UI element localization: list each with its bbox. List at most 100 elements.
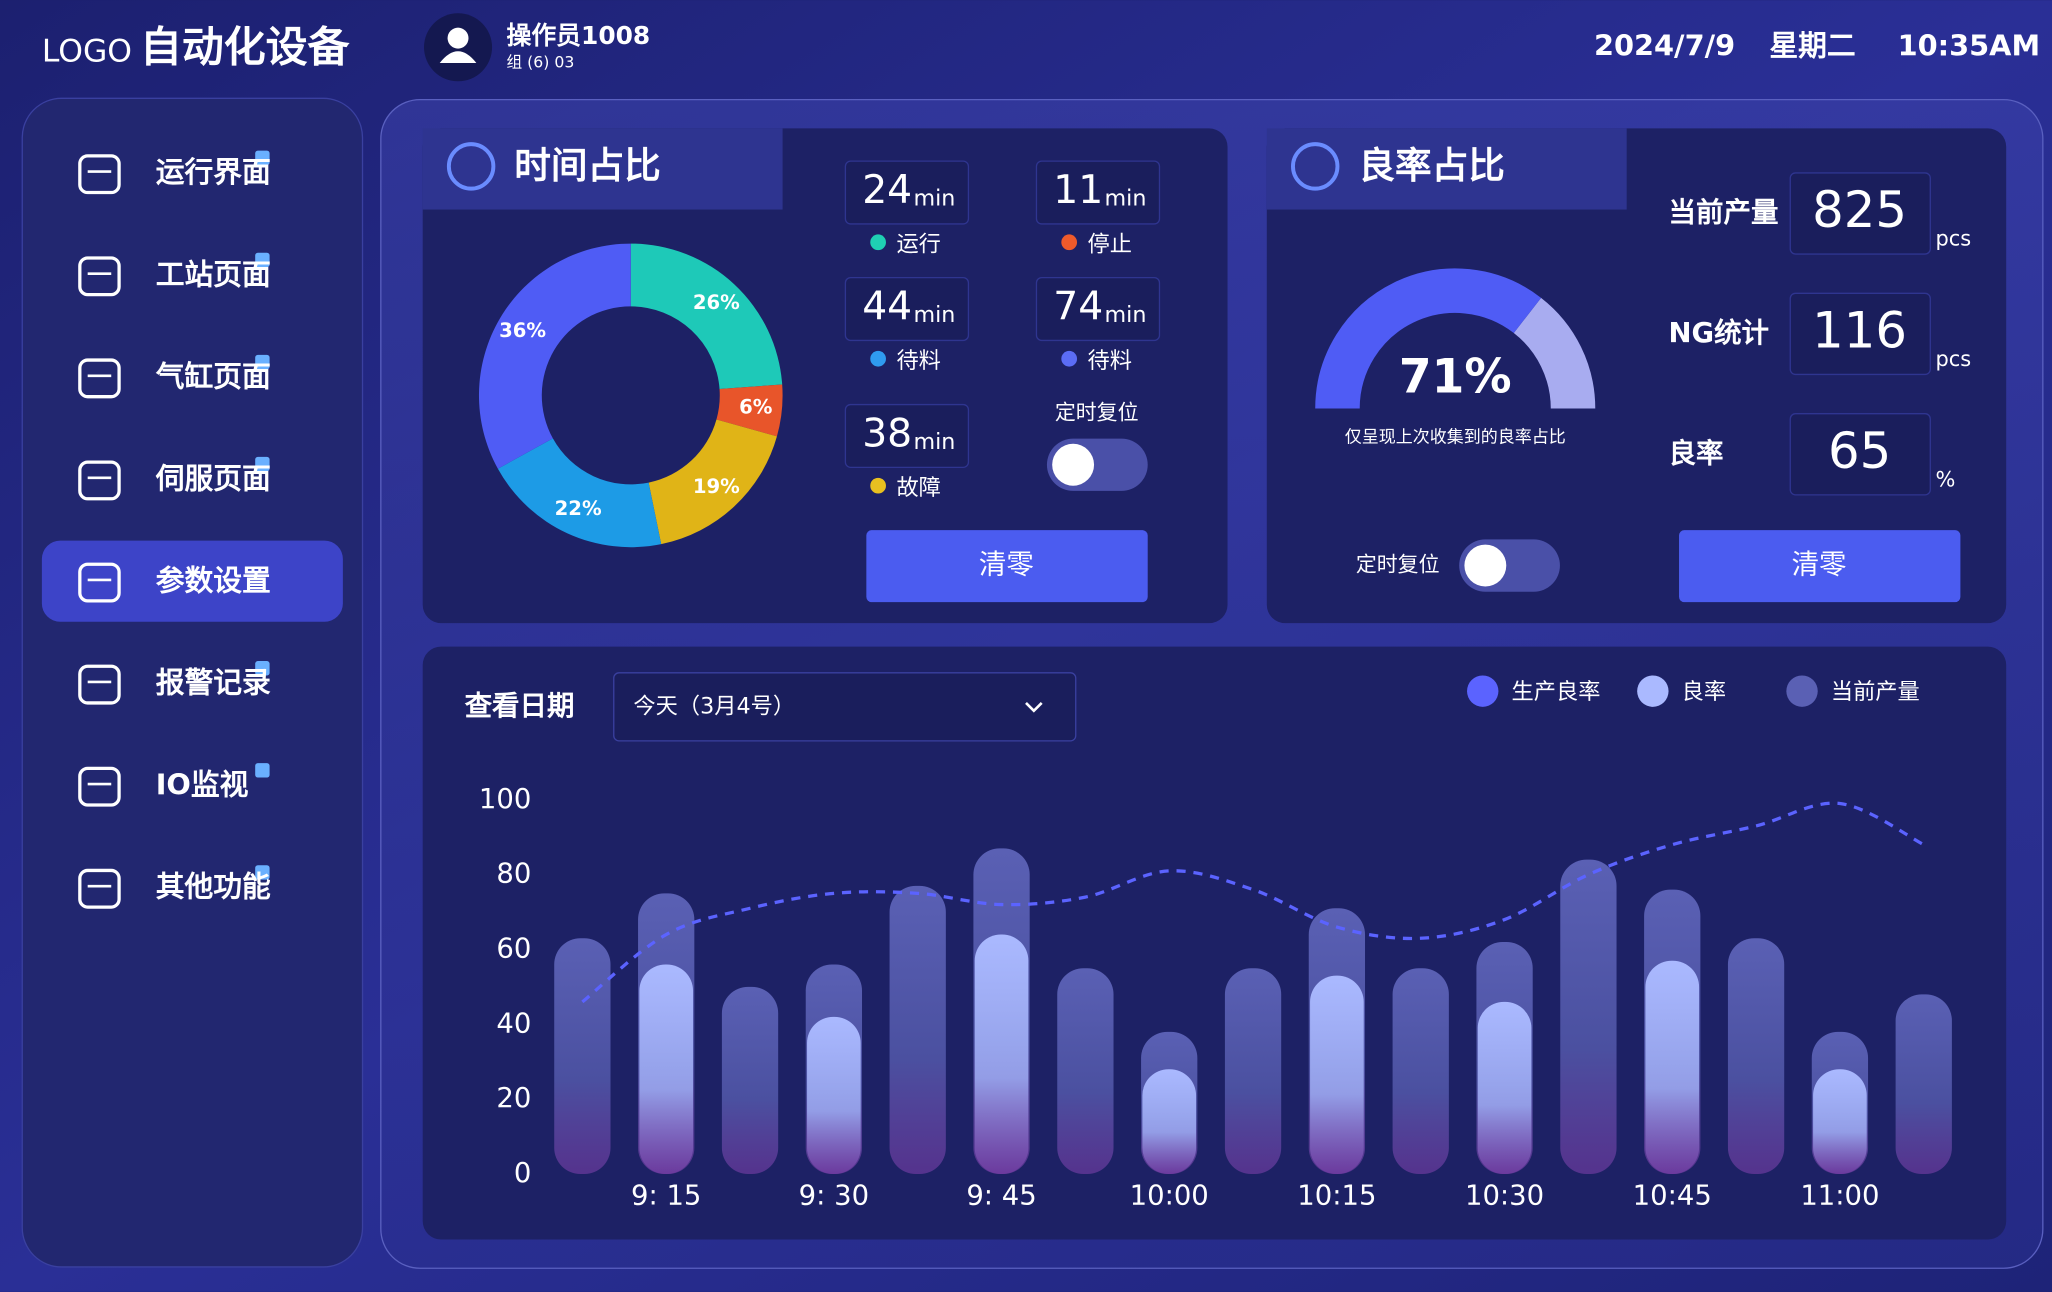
legend-swatch <box>1637 675 1669 707</box>
legend-label: 生产良率 <box>1512 679 1601 705</box>
nav-icon <box>78 256 121 297</box>
donut-label: 22% <box>555 497 602 520</box>
bar <box>974 934 1029 1175</box>
metric-box <box>1789 292 1931 376</box>
user-group: 组 (6) 03 <box>506 52 574 71</box>
metric-label: NG统计 <box>1669 317 1769 349</box>
nav-icon <box>78 664 121 705</box>
gauge-caption: 仅呈现上次收集到的良率占比 <box>1345 427 1566 447</box>
stat-unit: min <box>1105 302 1147 328</box>
x-tick-label: 10:45 <box>1633 1179 1712 1211</box>
donut-segment <box>497 438 662 548</box>
metric-box <box>1789 413 1931 496</box>
bar <box>1560 859 1617 1175</box>
y-tick-label: 60 <box>496 932 531 964</box>
user-name: 操作员1008 <box>506 21 650 50</box>
legend-swatch <box>1786 675 1818 707</box>
metric-box <box>1789 172 1931 255</box>
line <box>581 801 1925 1004</box>
bar <box>1895 994 1952 1175</box>
metric-unit: pcs <box>1936 347 1972 371</box>
nav-item: 其他功能 <box>156 870 271 904</box>
bar <box>1727 938 1785 1175</box>
donut-segment <box>716 384 783 437</box>
x-tick-label: 9: 30 <box>799 1179 869 1211</box>
metric-value: 116 <box>1812 301 1907 359</box>
bar <box>1813 1069 1867 1175</box>
toggle-knob <box>1464 544 1507 587</box>
bar <box>639 964 694 1175</box>
bar <box>554 938 611 1175</box>
donut-label: 6% <box>739 396 773 419</box>
gauge-value: 71% <box>1399 350 1512 405</box>
date-select[interactable] <box>613 672 1077 742</box>
nav-icon <box>78 154 121 195</box>
stat-value: 11 <box>1053 168 1103 213</box>
nav-item: 运行界面 <box>156 155 271 189</box>
donut-label: 36% <box>499 319 546 342</box>
sidebar <box>21 97 364 1268</box>
gauge-fill <box>1315 268 1542 410</box>
date-label: 查看日期 <box>465 690 575 722</box>
x-tick-label: 11:00 <box>1800 1179 1879 1211</box>
legend-label: 良率 <box>1682 679 1726 705</box>
nav-badge <box>255 252 270 268</box>
panel-title: 良率占比 <box>1358 144 1505 187</box>
y-tick-label: 0 <box>514 1157 531 1189</box>
logo: LOGO <box>42 34 132 70</box>
stat-unit: min <box>913 429 955 455</box>
chevron <box>1025 702 1043 713</box>
stat-unit: min <box>1105 186 1147 212</box>
avatar-head <box>447 27 469 49</box>
nav-badge <box>255 150 270 166</box>
nav-item: 报警记录 <box>156 666 271 700</box>
bar <box>1057 968 1114 1175</box>
legend-swatch <box>1467 675 1499 707</box>
metric-label: 良率 <box>1669 437 1724 469</box>
stat-dot <box>870 350 886 367</box>
weekday: 星期二 <box>1769 28 1855 62</box>
stat-dot <box>1061 350 1078 367</box>
metric-value: 65 <box>1828 422 1891 480</box>
nav-badge <box>255 456 270 472</box>
stat-label: 待料 <box>896 348 940 374</box>
x-tick-label: 10:15 <box>1297 1179 1376 1211</box>
donut-segment <box>478 243 631 469</box>
stat-value: 44 <box>862 285 912 330</box>
metric-value: 825 <box>1812 181 1907 239</box>
metric-label: 当前产量 <box>1669 196 1779 228</box>
clock: 10:35AM <box>1898 28 2041 62</box>
bar <box>1477 1001 1532 1175</box>
nav-icon <box>78 460 121 501</box>
bar <box>889 885 946 1175</box>
x-tick-label: 10:30 <box>1465 1179 1544 1211</box>
nav-badge <box>255 763 270 778</box>
donut-label: 26% <box>693 291 740 314</box>
clear-button[interactable] <box>866 530 1148 603</box>
x-tick-label: 9: 15 <box>631 1179 701 1211</box>
stat-dot <box>870 477 886 494</box>
bar <box>1310 975 1364 1175</box>
bar <box>807 1016 861 1175</box>
nav-icon <box>78 868 121 909</box>
button-label: 清零 <box>979 549 1034 581</box>
clear-button[interactable] <box>1679 530 1961 603</box>
stat-label: 待料 <box>1088 348 1132 374</box>
stat-tile <box>844 403 970 469</box>
stat-unit: min <box>913 302 955 328</box>
stat-label: 运行 <box>896 231 940 257</box>
y-tick-label: 40 <box>496 1007 531 1039</box>
x-tick-label: 9: 45 <box>966 1179 1036 1211</box>
y-tick-label: 20 <box>496 1082 531 1114</box>
nav-badge <box>255 661 270 676</box>
y-tick-label: 80 <box>496 858 531 890</box>
nav-icon <box>78 766 121 807</box>
stat-tile <box>1035 160 1161 225</box>
donut-segment <box>630 243 783 389</box>
stat-value: 74 <box>1053 285 1103 330</box>
stat-dot <box>870 234 886 251</box>
stat-unit: min <box>913 186 955 212</box>
donut-segment <box>648 419 777 545</box>
